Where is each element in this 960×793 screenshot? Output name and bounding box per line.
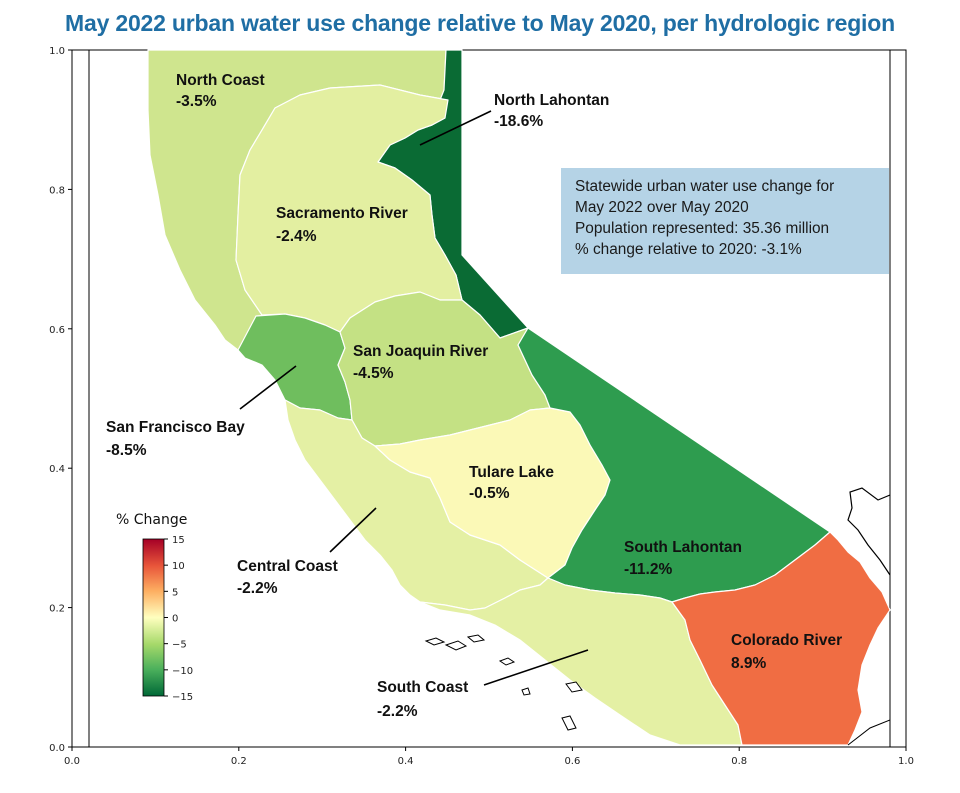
border-line [847, 719, 891, 746]
colorbar-tick-label: −15 [172, 692, 193, 703]
colorbar-title: % Change [116, 512, 187, 528]
label-south-lahontan-name: South Lahontan [624, 539, 742, 556]
info-line-3: Population represented: 35.36 million [575, 220, 830, 237]
leader-san-francisco-bay [239, 365, 297, 410]
label-south-coast-value: -2.2% [377, 703, 418, 720]
label-san-francisco-bay-name: San Francisco Bay [106, 419, 245, 436]
label-tulare-lake-name: Tulare Lake [469, 464, 554, 481]
leader-central-coast [329, 507, 377, 553]
label-north-lahontan-name: North Lahontan [494, 92, 609, 109]
page-title: May 2022 urban water use change relative… [65, 10, 895, 36]
x-tick-label: 0.2 [231, 756, 247, 767]
region-sacramento-river [235, 84, 463, 333]
x-tick-label: 0.8 [731, 756, 747, 767]
statewide-info-box: Statewide urban water use change for May… [561, 168, 889, 274]
label-san-francisco-bay-value: -8.5% [106, 442, 147, 459]
info-line-2: May 2022 over May 2020 [575, 199, 749, 216]
y-tick-label: 0.8 [49, 185, 65, 196]
label-south-lahontan-value: -11.2% [624, 561, 672, 578]
label-san-joaquin-river-value: -4.5% [353, 365, 394, 382]
x-tick-label: 1.0 [898, 756, 914, 767]
info-line-1: Statewide urban water use change for [575, 178, 835, 195]
leader-north-lahontan [419, 110, 492, 146]
y-tick-label: 0.6 [49, 325, 65, 336]
x-tick-label: 0.4 [398, 756, 414, 767]
colorbar-tick-label: 0 [172, 614, 178, 625]
label-tulare-lake-value: -0.5% [469, 485, 510, 502]
label-central-coast-value: -2.2% [237, 580, 278, 597]
label-south-coast-name: South Coast [377, 679, 468, 696]
x-tick-label: 0.6 [564, 756, 580, 767]
label-san-joaquin-river-name: San Joaquin River [353, 343, 488, 360]
label-colorado-river-value: 8.9% [731, 655, 767, 672]
colorbar-tick-label: −10 [172, 666, 193, 677]
colorbar-tick-label: 5 [172, 587, 178, 598]
y-tick-label: 0.4 [49, 464, 65, 475]
label-central-coast-name: Central Coast [237, 558, 338, 575]
label-north-lahontan-value: -18.6% [494, 113, 543, 130]
channel-islands [424, 634, 583, 731]
colorbar-tick-label: 10 [172, 561, 185, 572]
y-tick-label: 0.2 [49, 604, 65, 615]
label-north-coast-name: North Coast [176, 72, 265, 89]
label-sacramento-river-value: -2.4% [276, 228, 317, 245]
y-tick-label: 0.0 [49, 743, 65, 754]
colorbar-tick-label: 15 [172, 535, 185, 546]
colorbar [142, 538, 165, 697]
label-colorado-river-name: Colorado River [731, 632, 842, 649]
neighbor-outline [847, 487, 891, 576]
label-sacramento-river-name: Sacramento River [276, 205, 408, 222]
info-line-4: % change relative to 2020: -3.1% [575, 241, 802, 258]
x-tick-label: 0.0 [64, 756, 80, 767]
leader-south-coast [483, 649, 589, 686]
y-tick-label: 1.0 [49, 46, 65, 57]
colorbar-tick-label: −5 [172, 640, 187, 651]
region-colorado-river [671, 531, 891, 746]
label-north-coast-value: -3.5% [176, 93, 217, 110]
